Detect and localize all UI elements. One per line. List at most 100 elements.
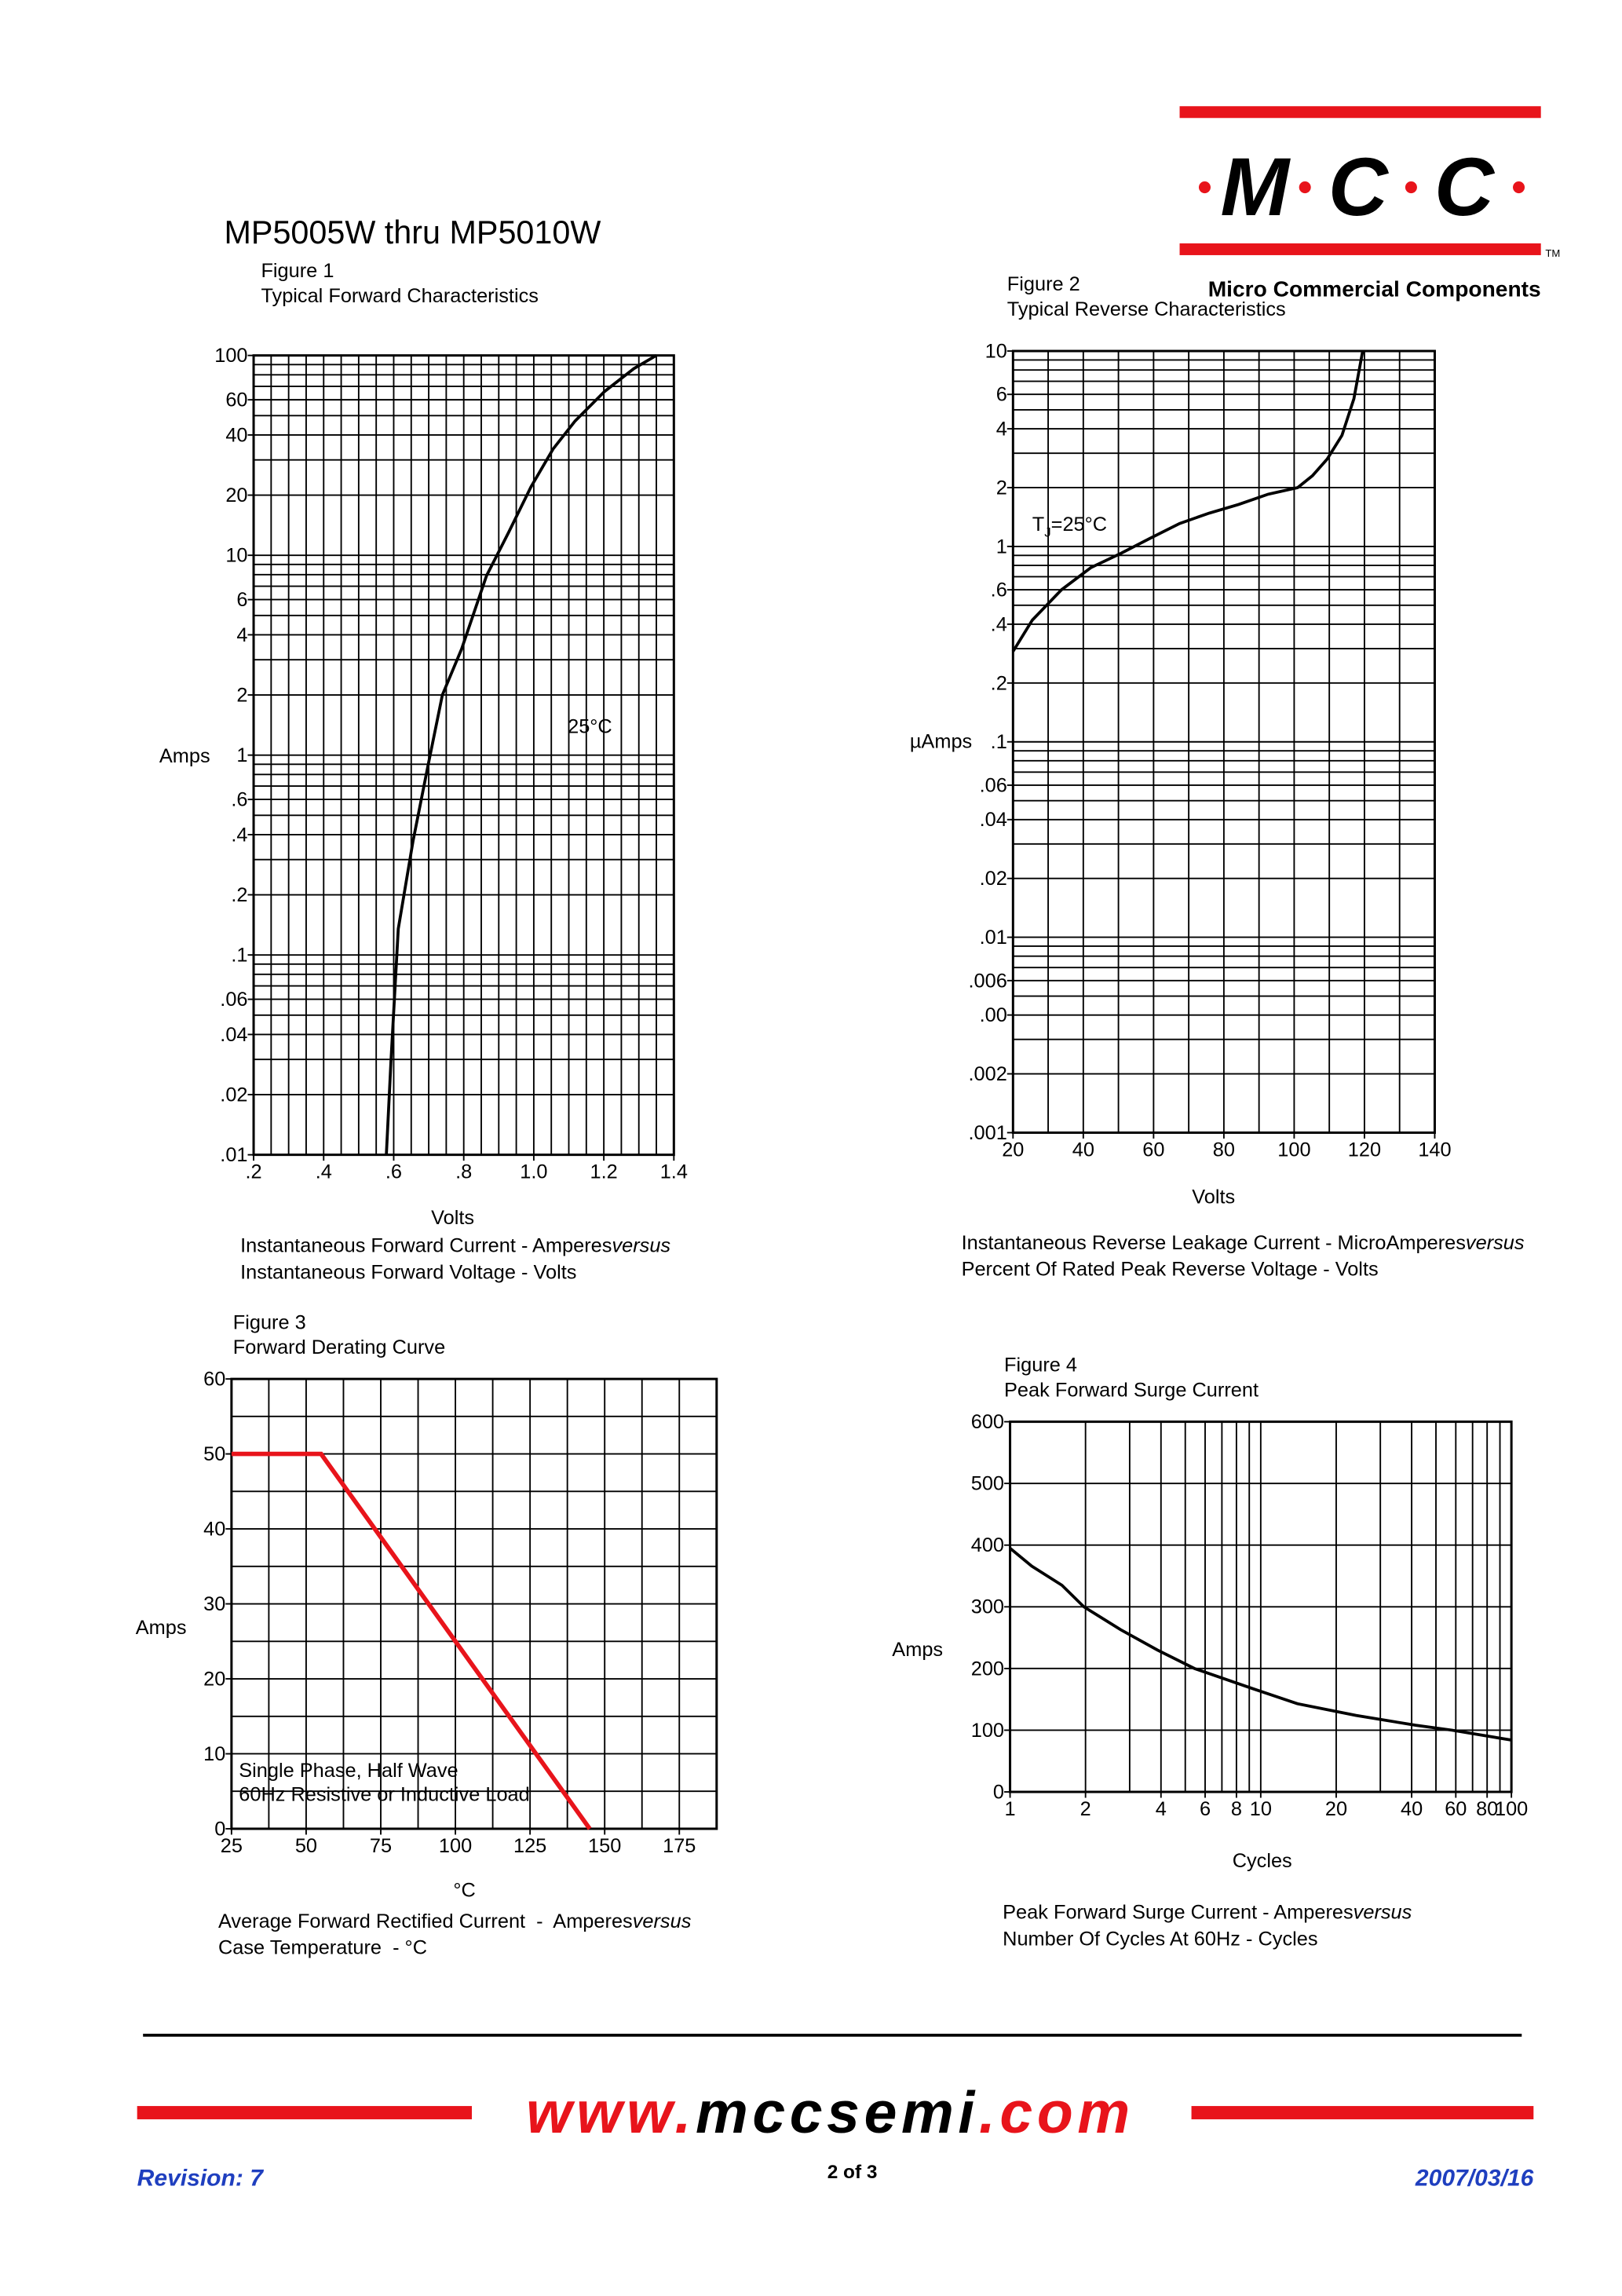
y-tick-label: 40 — [203, 1519, 225, 1541]
footer-bar-right — [1191, 2106, 1534, 2119]
y-tick-label: .02 — [220, 1084, 247, 1106]
y-tick-label: .6 — [231, 789, 247, 811]
x-tick-label: 1.4 — [660, 1161, 688, 1183]
x-tick-label: 1 — [1004, 1798, 1015, 1820]
x-tick-label: .6 — [385, 1161, 402, 1183]
caption: Case Temperature - °C — [218, 1937, 427, 1959]
y-tick-label: 6 — [996, 384, 1007, 406]
caption-text: Peak Forward Surge Current - Amperes — [1003, 1902, 1353, 1924]
caption-text: Average Forward Rectified Current - Ampe… — [218, 1910, 633, 1932]
website-suffix: .com — [979, 2079, 1134, 2145]
logo-bar-top — [1179, 106, 1541, 119]
y-tick-label: .006 — [968, 970, 1006, 992]
y-tick-label: .04 — [220, 1024, 247, 1046]
annotation: 25°C — [568, 715, 612, 737]
revision: Revision: 7 — [137, 2165, 265, 2191]
chart: Figure 2 Typical Reverse Characteristics 2… — [910, 273, 1525, 1281]
x-tick-label: 150 — [588, 1835, 621, 1857]
logo-bar-bottom — [1179, 243, 1541, 255]
curve — [231, 1451, 592, 1830]
annotation-rest: =25°C — [1051, 514, 1107, 536]
chart: Figure 1 Typical Forward Characteristics.… — [159, 260, 688, 1283]
curve — [385, 354, 657, 1155]
y-tick-label: .06 — [220, 989, 247, 1011]
x-tick-label: 175 — [663, 1835, 696, 1857]
x-tick-label: 1.0 — [520, 1161, 547, 1183]
y-tick-label: .2 — [231, 884, 247, 906]
y-tick-label: .1 — [991, 731, 1007, 753]
caption: Instantaneous Forward Voltage - Volts — [240, 1261, 576, 1283]
figure-title: Figure 2 — [1007, 273, 1080, 295]
x-tick-label: 40 — [1401, 1798, 1423, 1820]
y-tick-label: .2 — [991, 672, 1007, 694]
x-tick-label: 80 — [1213, 1139, 1235, 1161]
x-tick-label: 6 — [1200, 1798, 1211, 1820]
figure-subtitle: Typical Reverse Characteristics — [1007, 298, 1286, 320]
y-tick-label: 2 — [996, 477, 1007, 499]
y-tick-label: 500 — [971, 1473, 1004, 1495]
figure-title: Figure 1 — [261, 260, 334, 282]
figure-subtitle: Peak Forward Surge Current — [1004, 1380, 1259, 1402]
x-tick-label: 100 — [439, 1835, 472, 1857]
curve — [1009, 1547, 1512, 1742]
x-tick-label: .4 — [316, 1161, 332, 1183]
y-tick-label: 20 — [225, 484, 247, 506]
y-tick-label: 20 — [203, 1668, 225, 1690]
y-tick-label: 60 — [203, 1369, 225, 1391]
website-name: mccsemi — [696, 2079, 979, 2145]
y-tick-label: 1 — [996, 536, 1007, 558]
logo-dot — [1513, 181, 1525, 194]
x-tick-label: 1.2 — [590, 1161, 617, 1183]
figure-subtitle: Forward Derating Curve — [233, 1336, 445, 1358]
y-tick-label: .001 — [968, 1122, 1006, 1144]
x-tick-label: 80 — [1476, 1798, 1498, 1820]
y-axis-label: µAmps — [910, 730, 972, 752]
y-tick-label: 10 — [203, 1743, 225, 1765]
y-tick-label: 30 — [203, 1593, 225, 1615]
website: www.mccsemi.com — [526, 2079, 1134, 2145]
y-tick-label: 40 — [225, 424, 247, 446]
x-axis-label: Volts — [431, 1207, 474, 1229]
y-tick-label: 2 — [236, 684, 247, 706]
x-tick-label: 60 — [1445, 1798, 1467, 1820]
x-tick-label: 75 — [370, 1835, 392, 1857]
x-axis-label: Cycles — [1233, 1850, 1292, 1872]
x-tick-label: 4 — [1156, 1798, 1167, 1820]
logo-dot — [1299, 181, 1311, 194]
caption: Average Forward Rectified Current - Ampe… — [218, 1910, 692, 1932]
y-tick-label: .01 — [220, 1144, 247, 1166]
annotation: TJ=25°C — [1032, 514, 1107, 540]
y-tick-label: 600 — [971, 1411, 1004, 1433]
x-tick-label: 25 — [221, 1835, 243, 1857]
x-tick-label: 50 — [295, 1835, 317, 1857]
y-tick-label: 6 — [236, 589, 247, 611]
caption-text: Instantaneous Reverse Leakage Current - … — [962, 1232, 1466, 1254]
caption-emphasis: versus — [1353, 1902, 1412, 1924]
caption-emphasis: versus — [633, 1910, 692, 1932]
x-tick-label: 2 — [1080, 1798, 1091, 1820]
y-tick-label: 10 — [225, 545, 247, 567]
page-number: 2 of 3 — [827, 2162, 878, 2183]
y-tick-label: 0 — [214, 1818, 225, 1840]
x-tick-label: 60 — [1142, 1139, 1164, 1161]
figure-title: Figure 4 — [1004, 1355, 1077, 1377]
y-tick-label: .04 — [980, 809, 1007, 831]
logo-letter: C — [1328, 141, 1390, 233]
caption: Instantaneous Forward Current - Amperesv… — [240, 1235, 670, 1257]
caption: Percent Of Rated Peak Reverse Voltage - … — [962, 1259, 1379, 1281]
x-tick-label: .2 — [245, 1161, 261, 1183]
date: 2007/03/16 — [1415, 2165, 1534, 2191]
x-tick-label: 8 — [1231, 1798, 1242, 1820]
y-tick-label: 10 — [985, 340, 1007, 362]
logo-dot — [1405, 181, 1417, 194]
caption: Peak Forward Surge Current - Amperesvers… — [1003, 1902, 1412, 1924]
x-tick-label: 140 — [1418, 1139, 1451, 1161]
y-tick-label: 400 — [971, 1534, 1004, 1556]
figure-subtitle: Typical Forward Characteristics — [261, 285, 539, 307]
y-tick-label: 100 — [214, 345, 247, 367]
company-name: Micro Commercial Components — [1208, 276, 1541, 302]
